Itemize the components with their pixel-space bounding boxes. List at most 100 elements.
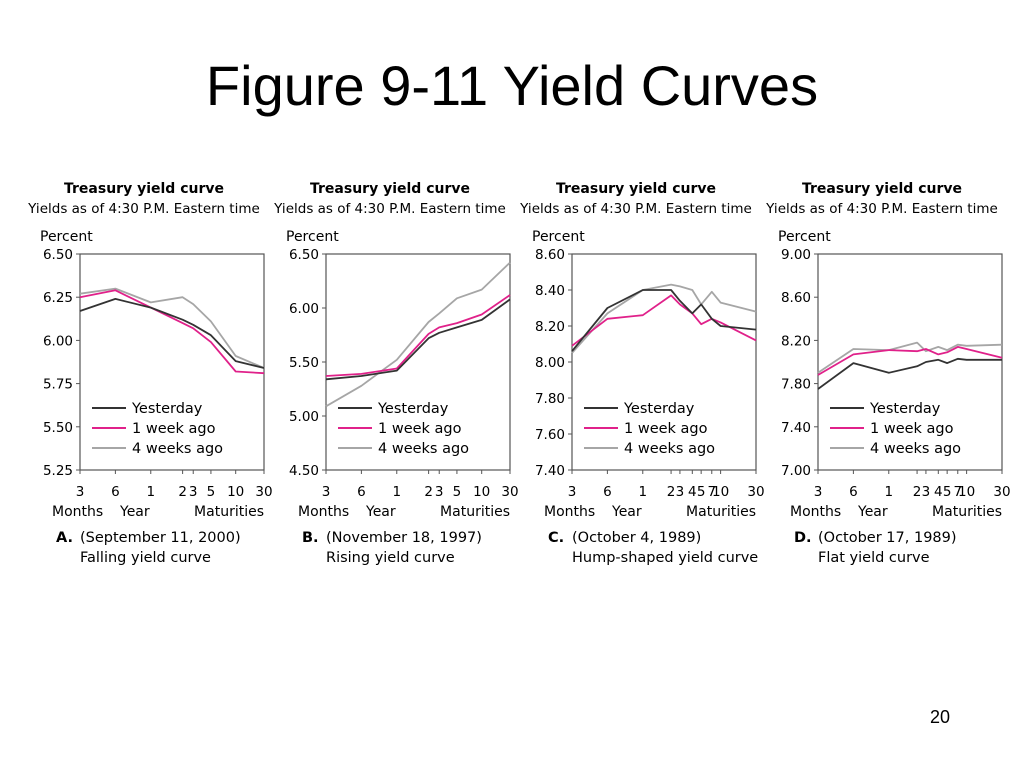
- x-tick-label: 10: [712, 484, 729, 500]
- x-group-label-months: Months: [544, 504, 595, 520]
- series-line-yesterday: [817, 357, 1002, 390]
- caption-date: (October 4, 1989): [572, 530, 701, 546]
- caption-letter: D.: [794, 530, 812, 546]
- x-tick-label: 6: [849, 484, 858, 500]
- legend-label: 4 weeks ago: [132, 441, 223, 457]
- series-line-four-weeks-ago: [325, 261, 511, 408]
- legend-label: 1 week ago: [870, 421, 954, 437]
- caption-date: (October 17, 1989): [818, 530, 957, 546]
- caption-date: (November 18, 1997): [326, 530, 482, 546]
- x-group-label-months: Months: [790, 504, 841, 520]
- y-tick-label: 8.00: [535, 355, 565, 371]
- y-axis-label: Percent: [40, 229, 93, 245]
- y-tick-label: 5.75: [43, 377, 73, 393]
- y-tick-label: 5.25: [43, 463, 73, 479]
- chart-title: Treasury yield curve: [802, 181, 962, 197]
- series-line-one-week-ago: [325, 294, 511, 377]
- x-tick-label: 7: [707, 484, 716, 500]
- y-tick-label: 5.00: [289, 409, 319, 425]
- y-tick-label: 4.50: [289, 463, 319, 479]
- x-tick-label: 1: [146, 484, 155, 500]
- x-tick-label: 3: [568, 484, 577, 500]
- y-tick-label: 7.80: [535, 391, 565, 407]
- y-tick-label: 8.60: [781, 290, 811, 306]
- caption-description: Rising yield curve: [326, 550, 455, 566]
- x-tick-label: 2: [424, 484, 433, 500]
- x-tick-label: 1: [638, 484, 647, 500]
- chart-panel-b: Treasury yield curve Yields as of 4:30 P.…: [268, 176, 518, 576]
- x-tick-label: 10: [227, 484, 244, 500]
- y-tick-label: 6.25: [43, 290, 73, 306]
- x-tick-label: 2: [913, 484, 922, 500]
- x-group-label-year: Year: [857, 504, 888, 520]
- chart-svg: Treasury yield curve Yields as of 4:30 P.…: [273, 181, 518, 566]
- x-tick-label: 5: [453, 484, 462, 500]
- x-tick-label: 3: [922, 484, 931, 500]
- caption-date: (September 11, 2000): [80, 530, 241, 546]
- x-tick-label: 3: [322, 484, 331, 500]
- series-line-one-week-ago: [571, 294, 757, 347]
- series-line-four-weeks-ago: [571, 283, 757, 354]
- x-group-label-months: Months: [52, 504, 103, 520]
- y-axis-label: Percent: [286, 229, 339, 245]
- page-number: 20: [930, 707, 951, 727]
- slide-title: Figure 9-11 Yield Curves: [205, 54, 819, 117]
- x-tick-label: 30: [501, 484, 518, 500]
- x-tick-label: 3: [435, 484, 444, 500]
- x-tick-label: 1: [884, 484, 893, 500]
- x-axis-label: Maturities: [932, 504, 1002, 520]
- chart-panel-c: Treasury yield curve Yields as of 4:30 P.…: [514, 176, 764, 576]
- caption-letter: B.: [302, 530, 319, 546]
- series-line-four-weeks-ago: [817, 341, 1003, 374]
- x-axis-label: Maturities: [440, 504, 510, 520]
- y-tick-label: 7.60: [535, 427, 565, 443]
- legend-label: 4 weeks ago: [378, 441, 469, 457]
- y-tick-label: 7.00: [781, 463, 811, 479]
- chart-svg: Treasury yield curve Yields as of 4:30 P.…: [27, 181, 272, 566]
- x-tick-label: 6: [603, 484, 612, 500]
- y-tick-label: 7.40: [535, 463, 565, 479]
- x-tick-label: 30: [993, 484, 1010, 500]
- caption-description: Hump-shaped yield curve: [572, 550, 758, 566]
- y-tick-label: 5.50: [289, 355, 319, 371]
- x-tick-label: 4: [688, 484, 697, 500]
- x-axis-label: Maturities: [686, 504, 756, 520]
- chart-panel-d: Treasury yield curve Yields as of 4:30 P.…: [760, 176, 1010, 576]
- x-axis-label: Maturities: [194, 504, 264, 520]
- x-tick-label: 7: [953, 484, 962, 500]
- y-axis-label: Percent: [532, 229, 585, 245]
- y-tick-label: 6.50: [43, 247, 73, 263]
- x-tick-label: 6: [357, 484, 366, 500]
- y-tick-label: 6.50: [289, 247, 319, 263]
- chart-subtitle: Yields as of 4:30 P.M. Eastern time: [27, 201, 260, 217]
- caption-description: Flat yield curve: [818, 550, 930, 566]
- x-group-label-year: Year: [611, 504, 642, 520]
- series-line-yesterday: [325, 298, 511, 381]
- x-tick-label: 3: [189, 484, 198, 500]
- y-tick-label: 8.20: [781, 333, 811, 349]
- chart-panel-a: Treasury yield curve Yields as of 4:30 P.…: [22, 176, 272, 576]
- legend-label: 1 week ago: [624, 421, 708, 437]
- chart-subtitle: Yields as of 4:30 P.M. Eastern time: [273, 201, 506, 217]
- legend-label: 1 week ago: [132, 421, 216, 437]
- x-tick-label: 4: [934, 484, 943, 500]
- x-tick-label: 2: [667, 484, 676, 500]
- y-tick-label: 7.40: [781, 420, 811, 436]
- y-tick-label: 8.60: [535, 247, 565, 263]
- y-axis-label: Percent: [778, 229, 831, 245]
- x-tick-label: 10: [958, 484, 975, 500]
- x-tick-label: 30: [255, 484, 272, 500]
- chart-title: Treasury yield curve: [310, 181, 470, 197]
- chart-subtitle: Yields as of 4:30 P.M. Eastern time: [765, 201, 998, 217]
- series-line-yesterday: [571, 289, 757, 352]
- legend-label: Yesterday: [377, 401, 449, 417]
- x-group-label-year: Year: [119, 504, 150, 520]
- x-tick-label: 5: [207, 484, 216, 500]
- caption-description: Falling yield curve: [80, 550, 211, 566]
- legend-label: 1 week ago: [378, 421, 462, 437]
- chart-title: Treasury yield curve: [64, 181, 224, 197]
- y-tick-label: 6.00: [289, 301, 319, 317]
- plot-frame: [817, 253, 1003, 471]
- y-tick-label: 7.80: [781, 377, 811, 393]
- y-tick-label: 8.20: [535, 319, 565, 335]
